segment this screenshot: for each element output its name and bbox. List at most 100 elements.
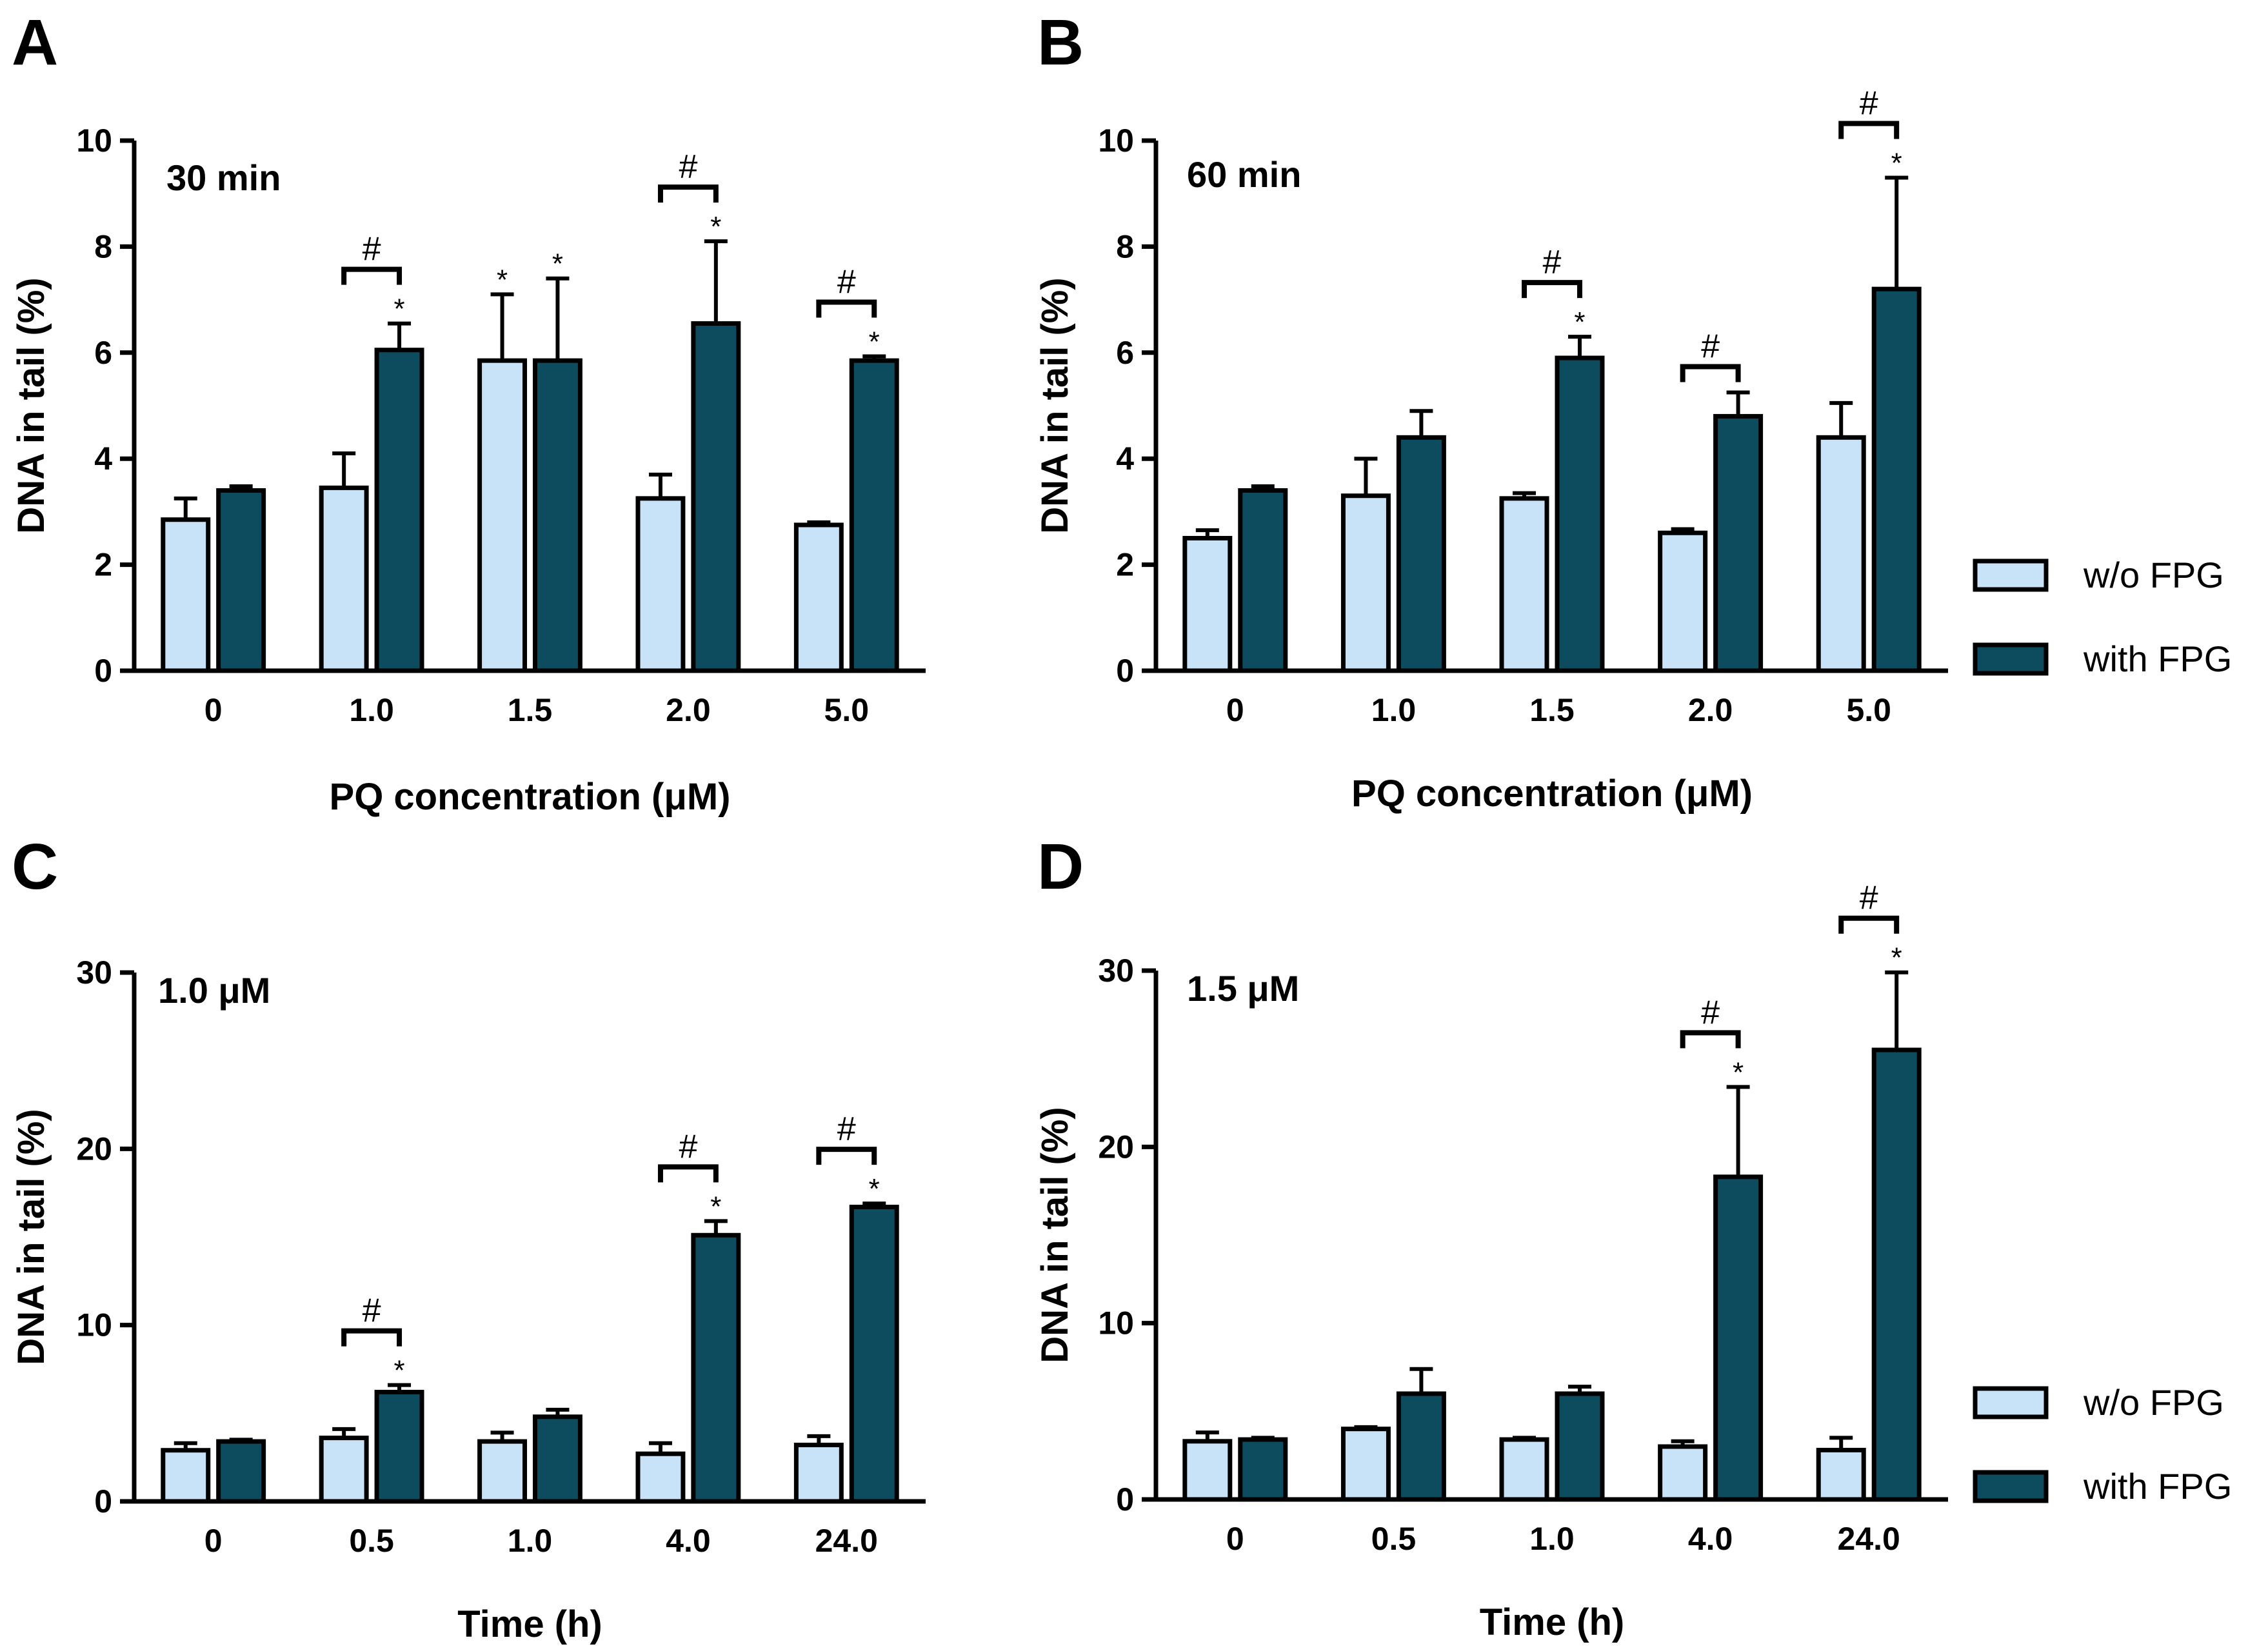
significance-star: * — [1733, 1056, 1744, 1088]
bar-without-fpg — [793, 1443, 844, 1504]
x-axis-title: Time (h) — [457, 1603, 602, 1645]
x-tick-label: 1.0 — [1371, 692, 1417, 728]
bar-with-fpg — [691, 1232, 741, 1504]
y-tick-label: 10 — [1098, 123, 1134, 159]
x-tick-label: 24.0 — [815, 1523, 878, 1559]
significance-star: * — [1891, 148, 1902, 179]
panel-d: D 1.5 μM 0 10 20 30 DNA in tail (%) Time (h) 0 0.… — [1034, 831, 1948, 1643]
y-tick-label: 2 — [94, 547, 112, 583]
bar-without-fpg — [793, 522, 844, 673]
panel-c: C 1.0 μM 0 10 20 30 DNA in tail (%) Time (h) 0 0.… — [10, 831, 926, 1645]
legend-swatch-without-fpg — [1973, 559, 2049, 592]
bar-without-fpg — [319, 485, 369, 673]
y-axis-title: DNA in tail (%) — [10, 277, 52, 533]
x-tick-label: 0 — [1226, 1521, 1244, 1557]
bar-with-fpg — [1396, 435, 1446, 673]
x-tick-label: 5.0 — [824, 692, 870, 728]
bar-with-fpg — [1555, 1391, 1605, 1502]
bar-without-fpg — [1658, 530, 1708, 673]
bar-with-fpg — [1238, 1437, 1288, 1502]
legend-label-with-fpg: with FPG — [2083, 1466, 2232, 1507]
y-tick-label: 10 — [76, 1307, 112, 1343]
x-tick-label: 1.0 — [508, 1523, 553, 1559]
bar-with-fpg — [216, 1439, 266, 1504]
hash-marker: # — [837, 1111, 856, 1148]
panel-letter: D — [1037, 831, 1084, 903]
x-tick-label: 1.5 — [508, 692, 553, 728]
x-axis-title: PQ concentration (μM) — [1351, 773, 1753, 815]
y-tick-label: 30 — [76, 954, 112, 991]
legend-top: w/o FPG with FPG — [1973, 555, 2232, 679]
legend-label-with-fpg: with FPG — [2083, 638, 2232, 679]
significance-star: * — [393, 1355, 404, 1387]
x-tick-label: 2.0 — [1688, 692, 1733, 728]
y-axis-title: DNA in tail (%) — [1034, 1107, 1076, 1363]
y-tick-label: 0 — [1116, 653, 1134, 689]
x-tick-label: 0 — [204, 1523, 223, 1559]
y-tick-label: 6 — [94, 335, 112, 371]
y-tick-label: 4 — [1116, 440, 1134, 477]
hash-bracket — [1522, 280, 1582, 299]
hash-bracket — [1680, 1030, 1741, 1049]
x-tick-label: 1.0 — [1529, 1521, 1575, 1557]
x-tick-label: 0.5 — [1371, 1521, 1417, 1557]
hash-bracket — [341, 1328, 403, 1347]
bar-without-fpg — [1658, 1444, 1708, 1502]
significance-star: * — [1891, 942, 1902, 974]
bar-without-fpg — [635, 496, 686, 673]
bar-with-fpg — [532, 358, 582, 673]
hash-marker: # — [363, 231, 381, 268]
significance-star: * — [710, 1191, 721, 1222]
panel-letter: A — [12, 6, 58, 79]
y-tick-label: 6 — [1116, 335, 1134, 371]
panel-letter: B — [1037, 6, 1084, 79]
hash-bracket — [341, 266, 403, 285]
significance-star: * — [710, 211, 721, 242]
legend-bottom: w/o FPG with FPG — [1973, 1382, 2232, 1507]
y-axis-title: DNA in tail (%) — [1034, 277, 1076, 533]
bar-with-fpg — [532, 1414, 582, 1504]
y-tick-label: 0 — [1116, 1481, 1134, 1518]
bar-without-fpg — [319, 1436, 369, 1504]
bar-with-fpg — [1396, 1391, 1446, 1502]
hash-bracket — [1838, 121, 1900, 139]
panel-inset-label: 1.5 μM — [1187, 968, 1299, 1009]
significance-star: * — [497, 264, 508, 295]
x-tick-label: 1.5 — [1529, 692, 1575, 728]
legend-swatch-without-fpg — [1973, 1386, 2049, 1419]
y-tick-label: 20 — [1098, 1129, 1134, 1165]
bar-with-fpg — [374, 348, 424, 673]
x-tick-label: 5.0 — [1846, 692, 1891, 728]
y-tick-label: 8 — [94, 228, 112, 264]
bar-with-fpg — [374, 1390, 424, 1504]
bar-without-fpg — [161, 1448, 211, 1504]
bar-without-fpg — [1499, 496, 1549, 673]
hash-bracket — [816, 1147, 877, 1165]
bar-without-fpg — [1340, 493, 1391, 673]
significance-star: * — [869, 1173, 880, 1205]
significance-star: * — [1574, 306, 1585, 338]
bar-without-fpg — [477, 358, 528, 673]
panel-inset-label: 1.0 μM — [158, 970, 270, 1011]
hash-bracket — [657, 1164, 719, 1183]
hash-marker: # — [679, 148, 697, 186]
legend-swatch-with-fpg — [1973, 1470, 2049, 1503]
hash-marker: # — [1860, 880, 1878, 917]
panel-inset-label: 30 min — [166, 157, 281, 198]
legend-label-without-fpg: w/o FPG — [2083, 555, 2224, 595]
hash-marker: # — [1701, 994, 1720, 1031]
bar-with-fpg — [1713, 413, 1764, 673]
hash-bracket — [816, 299, 877, 318]
x-axis-title: Time (h) — [1480, 1601, 1625, 1643]
bar-without-fpg — [635, 1451, 686, 1504]
hash-marker: # — [1701, 328, 1720, 365]
y-tick-label: 20 — [76, 1131, 112, 1167]
x-tick-label: 4.0 — [666, 1523, 711, 1559]
y-tick-label: 0 — [94, 1483, 112, 1519]
bar-with-fpg — [1555, 355, 1605, 673]
x-tick-label: 24.0 — [1838, 1521, 1900, 1557]
x-tick-label: 1.0 — [349, 692, 394, 728]
panel-a: A 30 min 0 2 4 6 8 10 DNA in tail (%) PQ concentr… — [10, 6, 926, 818]
hash-bracket — [1680, 364, 1741, 382]
